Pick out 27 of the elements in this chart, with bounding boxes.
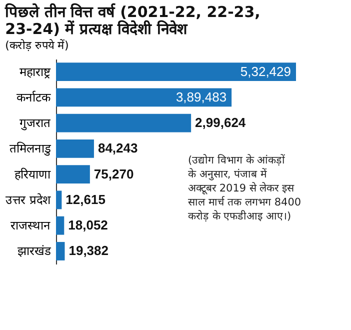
data-label: 3,89,483 — [176, 89, 227, 104]
bar — [56, 165, 90, 184]
data-label: 5,32,429 — [240, 64, 291, 79]
bar — [56, 216, 64, 235]
data-label: 18,052 — [68, 218, 108, 233]
data-label: 19,382 — [68, 243, 108, 258]
chart-title: पिछले तीन वित्त वर्ष (2021-22, 22-23, 23-24) में प्रत्यक्ष विदेशी निवेश — [4, 3, 260, 38]
y-tick-label: झारखंड — [18, 244, 52, 258]
y-tick-label: गुजरात — [20, 116, 52, 132]
bar — [56, 88, 232, 107]
bar — [56, 139, 94, 158]
data-label: 84,243 — [98, 140, 138, 156]
bar — [56, 62, 296, 82]
y-tick-label: कर्नाटक — [16, 90, 52, 104]
data-label: 2,99,624 — [195, 115, 246, 130]
annotation: (उद्योग विभाग के आंकड़ों के अनुसार, पंजाब में अक्टूबर 2019 से लेकर इस साल मार्च तक लगभग 8400 करोड़ के एफडीआइ आए।) — [188, 153, 302, 222]
chart-subtitle: (करोड़ रुपये में) — [5, 39, 69, 52]
data-label: 75,270 — [94, 166, 134, 182]
y-tick-label: महाराष्ट्र — [20, 64, 52, 79]
bar — [56, 190, 62, 210]
y-tick-label: हरियाणा — [14, 167, 52, 182]
bar — [56, 242, 65, 260]
y-tick-label: उत्तर प्रदेश — [6, 192, 52, 207]
y-tick-label: तमिलनाडु — [10, 142, 52, 157]
data-label: 12,615 — [66, 192, 106, 207]
y-tick-label: राजस्थान — [10, 218, 50, 233]
bar — [56, 114, 192, 132]
